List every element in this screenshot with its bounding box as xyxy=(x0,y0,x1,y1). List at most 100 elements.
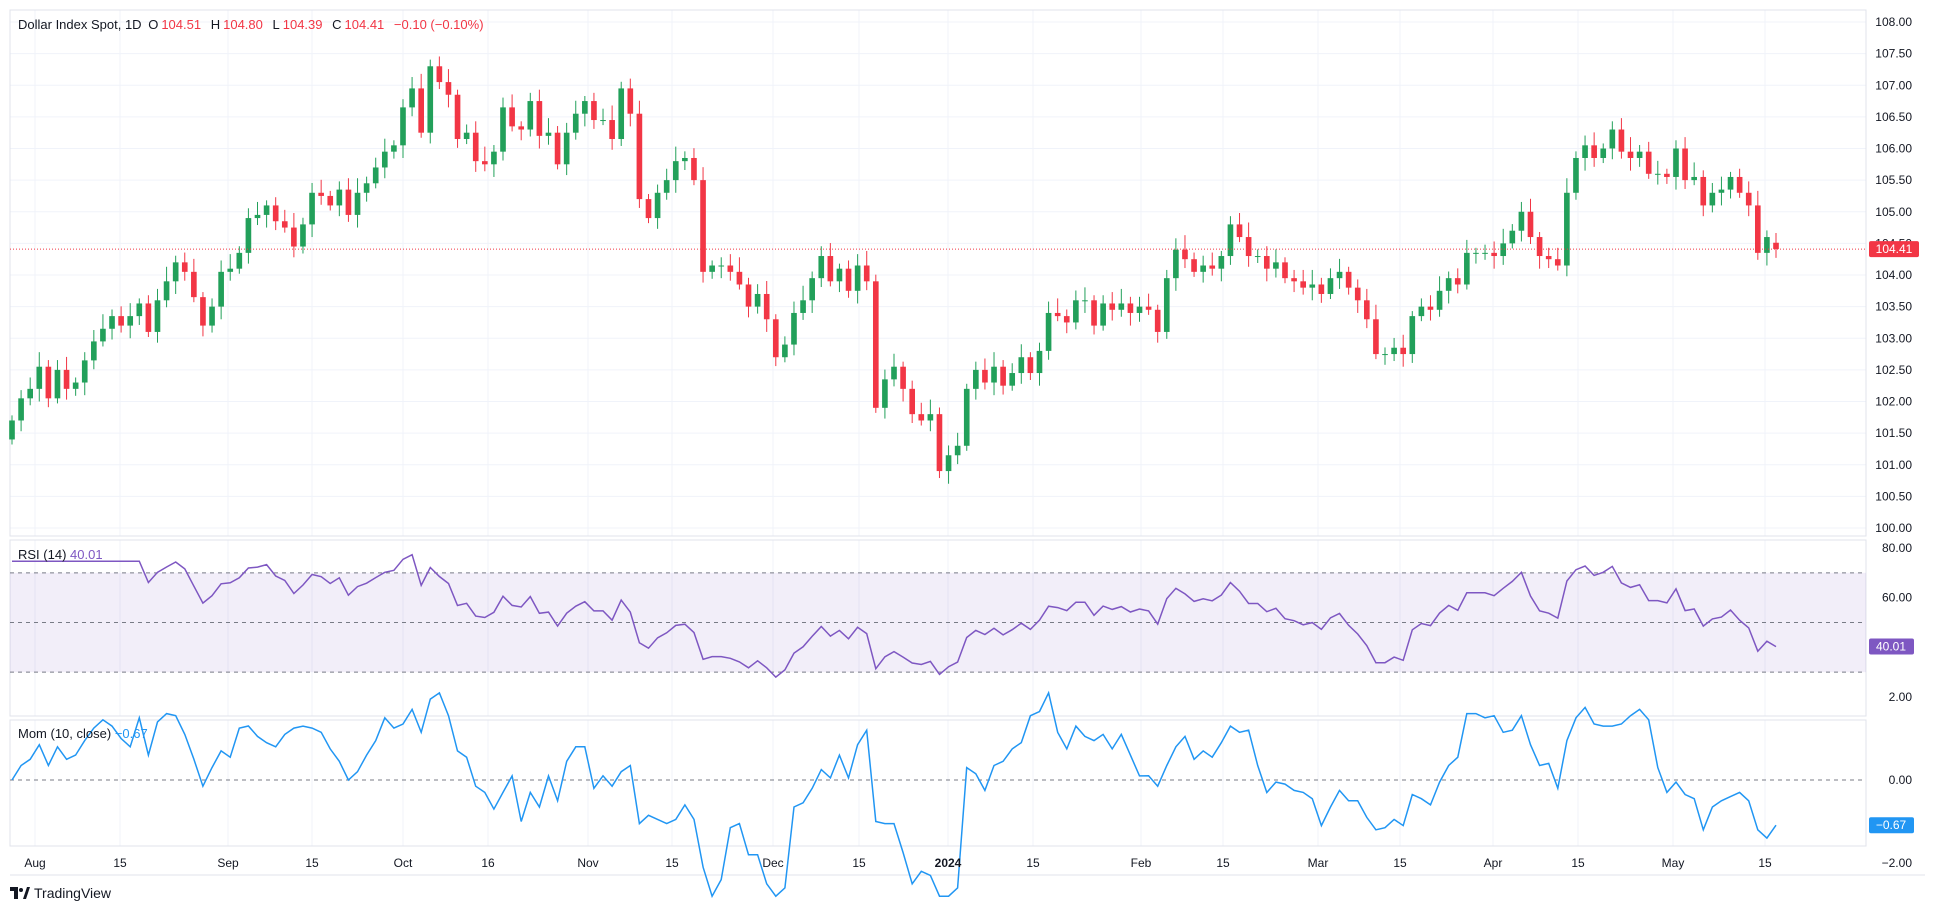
candle-down xyxy=(1182,249,1188,260)
time-tick-label: 15 xyxy=(1393,856,1407,870)
candle-up xyxy=(782,344,788,358)
candle-up xyxy=(1309,284,1316,288)
price-tick-label: 100.00 xyxy=(1875,521,1912,535)
candle-down xyxy=(827,256,834,282)
candle-down xyxy=(1063,316,1070,323)
candle-up xyxy=(945,455,952,472)
candle-up xyxy=(1200,265,1206,272)
candle-down xyxy=(863,265,870,282)
candle-up xyxy=(154,300,161,332)
candle-up xyxy=(254,214,261,219)
candle-down xyxy=(1618,129,1625,152)
candle-down xyxy=(845,268,852,291)
price-tick-label: 102.00 xyxy=(1875,395,1912,409)
candle-up xyxy=(1082,300,1088,302)
mom-tick-label: 0.00 xyxy=(1889,773,1913,787)
candle-up xyxy=(718,265,725,267)
candle-up xyxy=(672,161,679,181)
pane-frame xyxy=(9,9,1867,537)
candle-up xyxy=(1654,173,1661,175)
candle-down xyxy=(1236,224,1243,238)
time-tick-label: Oct xyxy=(394,856,413,870)
candle-up xyxy=(1100,303,1106,326)
rsi-line-group xyxy=(12,553,1777,679)
candle-down xyxy=(1536,237,1543,257)
candle-down xyxy=(918,414,925,421)
candle-down xyxy=(936,414,943,472)
candle-down xyxy=(909,388,916,415)
candle-down xyxy=(1591,145,1597,158)
low-label: L 104.39 xyxy=(273,17,326,32)
price-tick-label: 105.00 xyxy=(1875,205,1912,219)
price-tick-label: 101.50 xyxy=(1875,426,1912,440)
candle-up xyxy=(1718,189,1725,193)
candle-down xyxy=(872,281,879,408)
rsi-value-badge-text: 40.01 xyxy=(1876,640,1906,654)
time-tick-label: 15 xyxy=(1571,856,1585,870)
candle-down xyxy=(536,101,543,136)
price-tick-label: 101.00 xyxy=(1875,458,1912,472)
candle-down xyxy=(900,366,906,389)
candle-up xyxy=(1564,192,1570,266)
time-tick-label: Apr xyxy=(1484,856,1503,870)
candle-down xyxy=(1427,306,1434,310)
price-axis[interactable]: 108.00 107.50 107.00 106.50 106.00 105.50 105.… xyxy=(1875,15,1912,870)
candle-up xyxy=(1163,278,1170,332)
price-tick-label: 106.50 xyxy=(1875,110,1912,124)
candle-up xyxy=(1409,316,1416,355)
low-letter: L xyxy=(272,17,280,32)
candle-up xyxy=(1136,306,1143,313)
candle-up xyxy=(463,132,470,140)
candle-down xyxy=(1318,284,1325,294)
time-tick-label: 15 xyxy=(1026,856,1040,870)
candle-down xyxy=(736,271,743,285)
candle-up xyxy=(973,369,979,389)
candle-up xyxy=(836,268,843,282)
rsi-name[interactable]: RSI (14) xyxy=(18,547,67,562)
price-tick-label: 107.50 xyxy=(1875,47,1912,61)
candle-up xyxy=(527,101,534,130)
close-value: 104.41 xyxy=(344,17,385,32)
close-letter: C xyxy=(332,17,342,32)
candle-up xyxy=(409,88,415,108)
candle-down xyxy=(609,120,615,140)
candle-up xyxy=(127,316,134,326)
candle-down xyxy=(454,94,461,140)
price-tick-label: 108.00 xyxy=(1875,15,1912,29)
last-price-badge-text: 104.41 xyxy=(1876,242,1913,256)
candle-up xyxy=(72,382,79,389)
candle-down xyxy=(181,262,188,272)
candle-down xyxy=(1736,176,1743,193)
time-tick-label: Nov xyxy=(577,856,598,870)
candle-up xyxy=(809,278,815,301)
mom-legend: Mom (10, close) −0.67 xyxy=(18,726,148,741)
candle-down xyxy=(727,265,734,272)
brand[interactable]: TradingView xyxy=(10,885,111,901)
rsi-value-badge xyxy=(1869,638,1914,655)
candle-down xyxy=(691,157,697,181)
candle-up xyxy=(209,306,215,326)
time-tick-label: 15 xyxy=(113,856,127,870)
time-tick-label: 15 xyxy=(305,856,319,870)
price-tick-label: 103.50 xyxy=(1875,300,1912,314)
candle-up xyxy=(36,366,43,389)
candle-down xyxy=(272,205,279,222)
time-axis[interactable]: Aug 15 Sep 15 Oct 16 Nov 15 Dec 15 2024 15 Feb 15 Mar 1… xyxy=(24,856,1772,870)
candle-up xyxy=(1727,176,1734,190)
symbol-name[interactable]: Dollar Index Spot, 1D xyxy=(18,17,142,32)
close-label: C 104.41 xyxy=(332,17,387,32)
candle-up xyxy=(600,120,606,122)
time-tick-label: May xyxy=(1662,856,1685,870)
time-tick-label: 16 xyxy=(481,856,495,870)
candle-down xyxy=(1364,300,1370,320)
candle-down xyxy=(472,132,479,162)
candle-up xyxy=(818,256,825,279)
open-label: O 104.51 xyxy=(148,17,204,32)
mom-name[interactable]: Mom (10, close) xyxy=(18,726,112,741)
candle-up xyxy=(9,420,15,440)
candle-up xyxy=(363,183,370,193)
candle-up xyxy=(618,88,625,140)
rsi-line xyxy=(12,553,1777,679)
candle-down xyxy=(591,101,597,121)
